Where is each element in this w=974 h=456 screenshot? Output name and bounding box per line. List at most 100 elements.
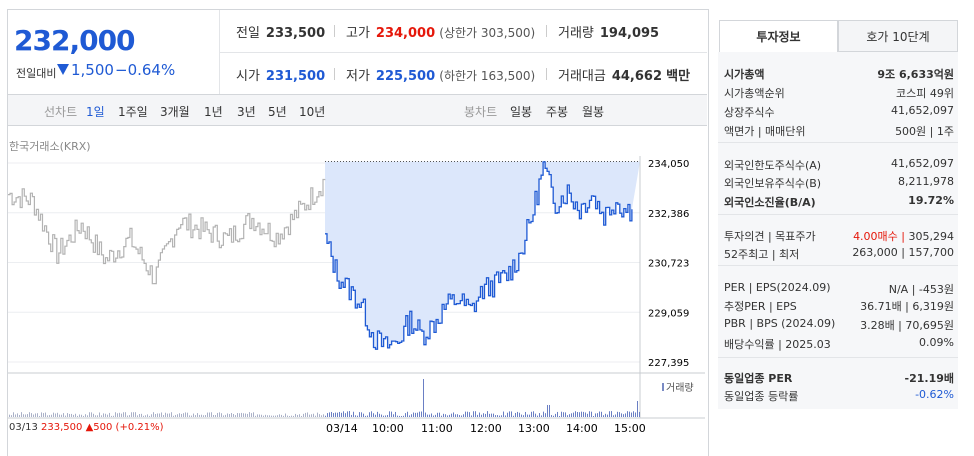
chart-grid bbox=[8, 162, 640, 363]
volume-bar bbox=[383, 415, 384, 417]
prev-day-line bbox=[8, 178, 326, 285]
period-10y-tab[interactable]: 10년 bbox=[299, 105, 326, 119]
volume-bar bbox=[95, 415, 96, 417]
volume-bar bbox=[521, 414, 522, 417]
volume-bar bbox=[265, 414, 266, 417]
volume-bar bbox=[505, 415, 506, 417]
volume-bar bbox=[583, 411, 584, 417]
volume-bar bbox=[507, 412, 508, 417]
volume-bar bbox=[569, 414, 570, 417]
volume-bar bbox=[225, 414, 226, 417]
volume-bar bbox=[421, 411, 422, 417]
volume-bar bbox=[215, 415, 216, 417]
volume-bar bbox=[93, 413, 94, 417]
volume-bar bbox=[623, 414, 624, 417]
candle-weekly-tab[interactable]: 주봉 bbox=[546, 105, 569, 119]
volume-bar bbox=[71, 413, 72, 417]
volume-bar bbox=[271, 415, 272, 417]
volume-bar bbox=[203, 415, 204, 417]
volume-bar bbox=[341, 412, 342, 417]
volume: 거래량 194,095 bbox=[558, 22, 659, 41]
volume-bar bbox=[181, 413, 182, 417]
volume-bar bbox=[127, 415, 128, 417]
prev-price: 233,500 bbox=[41, 422, 83, 433]
volume-bar bbox=[213, 415, 214, 417]
volume-bar bbox=[47, 415, 48, 417]
tab-invest-info[interactable]: 투자정보 bbox=[719, 20, 838, 52]
trade-value-unit: 백만 bbox=[666, 69, 691, 84]
period-1y-tab[interactable]: 1년 bbox=[204, 105, 223, 119]
volume-bar bbox=[305, 412, 306, 417]
stock-widget-frame bbox=[7, 9, 709, 456]
info-row-value: 19.72% bbox=[908, 194, 954, 207]
volume-bar bbox=[517, 411, 518, 417]
open-price: 시가 231,500 bbox=[236, 65, 325, 84]
tab-order-book[interactable]: 호가 10단계 bbox=[838, 20, 958, 52]
prev-change: 500 bbox=[93, 422, 113, 433]
volume-bar bbox=[391, 411, 392, 417]
volume-bar bbox=[499, 415, 500, 417]
volume-bar bbox=[55, 413, 56, 417]
volume-bar bbox=[91, 412, 92, 417]
volume-bar bbox=[149, 415, 150, 417]
volume-bar bbox=[221, 413, 222, 417]
volume-bar bbox=[367, 415, 368, 417]
info-row-label: 액면가 | 매매단위 bbox=[724, 125, 806, 138]
volume-bar bbox=[513, 415, 514, 417]
volume-bar bbox=[475, 411, 476, 417]
volume-bar bbox=[573, 412, 574, 417]
volume-bar bbox=[393, 414, 394, 417]
volume-bar bbox=[419, 411, 420, 417]
volume-bar bbox=[19, 414, 20, 417]
volume-bar bbox=[255, 415, 256, 417]
volume-bar bbox=[175, 414, 176, 417]
volume-bar bbox=[465, 411, 466, 417]
volume-bar bbox=[205, 415, 206, 417]
volume-bar bbox=[319, 414, 320, 417]
volume-bar bbox=[443, 413, 444, 417]
volume-bar bbox=[397, 415, 398, 417]
volume-bar bbox=[467, 411, 468, 417]
volume-bar bbox=[555, 413, 556, 417]
info-row-label: 시가총액 bbox=[724, 68, 765, 81]
info-row-value-red: 4.00매수 | bbox=[853, 230, 909, 243]
period-1d-tab[interactable]: 1일 bbox=[86, 105, 105, 119]
prev-day-footer: 03/13 233,500 ▲500 (+0.21%) bbox=[9, 422, 164, 433]
volume-bar bbox=[261, 414, 262, 417]
volume-bar bbox=[329, 412, 330, 417]
volume-bar bbox=[369, 412, 370, 417]
volume-bar bbox=[161, 412, 162, 417]
down-arrow-icon bbox=[57, 64, 69, 75]
volume-bar bbox=[347, 411, 348, 417]
volume-bar bbox=[311, 414, 312, 417]
volume-bar bbox=[343, 411, 344, 417]
period-1w-tab[interactable]: 1주일 bbox=[118, 105, 148, 119]
period-3m-tab[interactable]: 3개월 bbox=[160, 105, 190, 119]
x-tick-label: 11:00 bbox=[421, 422, 453, 435]
volume-bar bbox=[269, 415, 270, 417]
candle-monthly-tab[interactable]: 월봉 bbox=[582, 105, 605, 119]
volume-bar bbox=[59, 414, 60, 417]
volume-bar bbox=[263, 415, 264, 417]
volume-bar bbox=[377, 411, 378, 417]
volume-bar bbox=[511, 411, 512, 417]
period-5y-tab[interactable]: 5년 bbox=[268, 105, 287, 119]
volume-bar bbox=[483, 413, 484, 417]
candle-daily-tab[interactable]: 일봉 bbox=[510, 105, 533, 119]
volume-bar bbox=[627, 411, 628, 417]
volume-bar bbox=[117, 413, 118, 417]
volume-bar bbox=[171, 412, 172, 417]
y-tick-label: 230,723 bbox=[648, 259, 689, 270]
period-3y-tab[interactable]: 3년 bbox=[237, 105, 256, 119]
volume-bar bbox=[137, 415, 138, 417]
volume-bar bbox=[163, 415, 164, 417]
volume-bar bbox=[631, 412, 632, 417]
volume-bar bbox=[533, 411, 534, 417]
volume-bar bbox=[301, 415, 302, 417]
change-value: 1,500 bbox=[57, 61, 114, 79]
volume-bar bbox=[351, 414, 352, 417]
price-chart: 234,050 232,386 230,723 229,059 227,395 03/1… bbox=[8, 156, 705, 435]
volume-bar bbox=[21, 412, 22, 417]
volume-bar bbox=[219, 412, 220, 417]
volume-bar bbox=[413, 412, 414, 417]
